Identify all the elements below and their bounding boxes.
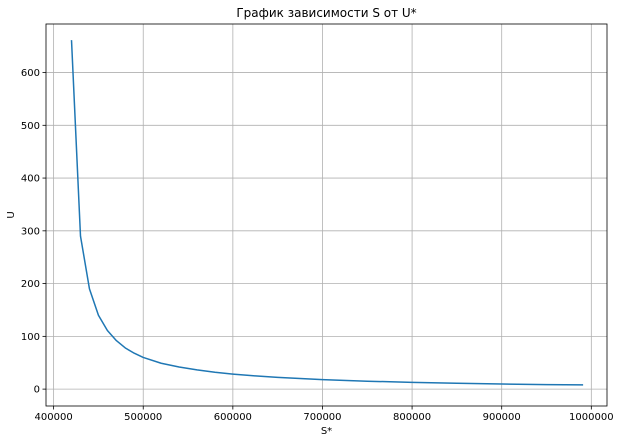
grid-lines — [46, 24, 607, 406]
axis-ticks: 400000 500000 600000 700000 800000 900000 1000… — [21, 68, 614, 423]
x-tick-label: 600000 — [214, 412, 252, 423]
y-tick-label: 300 — [21, 226, 40, 237]
y-tick-label: 400 — [21, 174, 40, 185]
x-tick-label: 900000 — [483, 412, 521, 423]
y-tick-label: 0 — [34, 385, 40, 396]
y-axis-title: U — [6, 211, 17, 218]
chart-title: График зависимости S от U* — [236, 6, 416, 20]
x-tick-label: 700000 — [303, 412, 341, 423]
plot-frame — [45, 23, 608, 407]
x-tick-label: 400000 — [35, 412, 73, 423]
series-group — [70, 40, 584, 386]
x-tick-label: 800000 — [393, 412, 431, 423]
y-tick-label: 200 — [21, 279, 40, 290]
y-tick-label: 600 — [21, 68, 40, 79]
y-tick-label: 100 — [21, 332, 40, 343]
x-tick-label: 500000 — [124, 412, 162, 423]
plot-area-background — [46, 24, 607, 406]
series-line — [70, 40, 584, 386]
y-tick-label: 500 — [21, 121, 40, 132]
x-axis-title: S* — [321, 426, 332, 437]
x-tick-label: 1000000 — [569, 412, 614, 423]
